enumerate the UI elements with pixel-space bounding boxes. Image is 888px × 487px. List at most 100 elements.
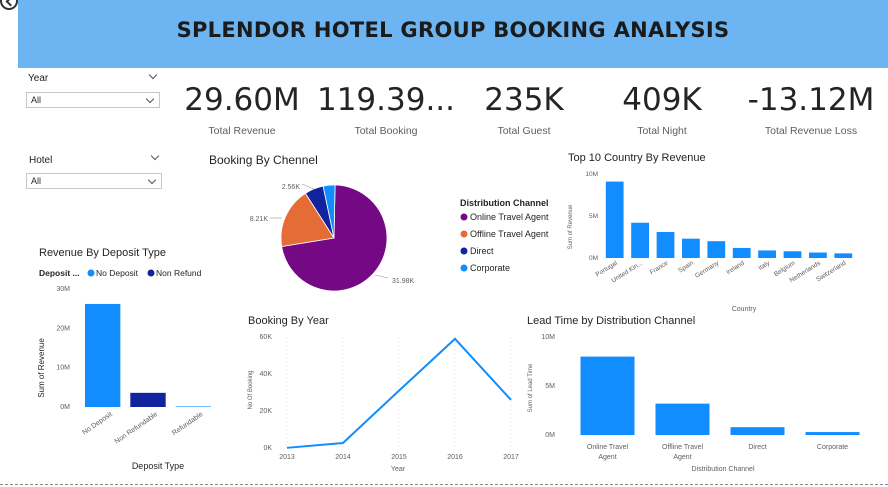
hotel-slicer-value: All — [31, 176, 42, 186]
country-xaxis-title: Country — [732, 306, 757, 313]
country-bar — [682, 238, 700, 258]
year-slicer-collapse-icon[interactable] — [148, 70, 158, 80]
deposit-bar — [84, 303, 121, 407]
pie-legend: Distribution Channel Online Travel Agent… — [460, 198, 549, 273]
hotel-slicer-dropdown[interactable]: All — [26, 173, 162, 189]
country-xtick-label: Ireland — [725, 260, 746, 277]
year-yaxis-title: No Of Booking — [248, 370, 254, 409]
year-xtick-label: 2014 — [335, 454, 351, 461]
lead-ytick-label: 0M — [545, 432, 555, 439]
lead-xtick-label: Agent — [673, 454, 691, 461]
deposit-xtick-label: Refundable — [171, 411, 204, 437]
deposit-ytick-label: 10M — [56, 365, 70, 372]
deposit-legend-item: No Deposit — [96, 268, 139, 278]
back-arrow-icon[interactable] — [0, 0, 18, 10]
legend-dot-icon — [460, 247, 468, 255]
kpi-total-revenue-loss-label: Total Revenue Loss — [764, 125, 858, 137]
country-ytick-label: 10M — [585, 171, 598, 178]
country-xtick-label: Spain — [677, 260, 695, 275]
lead-xtick-label: Online Travel — [587, 444, 629, 451]
page-bottom-divider — [0, 484, 888, 485]
kpi-total-revenue-loss-value: -13.12M — [747, 82, 875, 118]
pie-chart-booking-by-channel[interactable]: 31.98K 8.21K 2.56K — [240, 170, 440, 300]
kpi-total-revenue-value: 29.60M — [184, 82, 300, 118]
year-xtick-label: 2015 — [391, 454, 407, 461]
deposit-ytick-label: 0M — [60, 404, 70, 411]
lead-xtick-label: Corporate — [817, 444, 848, 451]
year-ytick-label: 60K — [260, 334, 273, 341]
lead-bar — [580, 356, 635, 435]
deposit-bar — [175, 406, 212, 407]
pie-slice — [322, 184, 336, 239]
year-xtick-label: 2013 — [279, 454, 295, 461]
year-slicer-value: All — [31, 95, 42, 105]
deposit-xtick-label: No Deposit — [81, 411, 113, 437]
country-bar — [631, 222, 649, 258]
page-title: SPLENDOR HOTEL GROUP BOOKING ANALYSIS — [176, 18, 730, 42]
line-chart-booking-by-year[interactable]: 0K 20K 40K 60K 2013 2014 2015 2016 2017 Year No … — [240, 328, 525, 478]
kpi-total-night-label: Total Night — [637, 125, 687, 137]
lead-xtick-label: Direct — [748, 444, 766, 451]
lead-xaxis-title: Distribution Channel — [691, 466, 754, 473]
year-slicer-dropdown[interactable]: All — [26, 92, 160, 108]
chevron-down-icon — [147, 175, 157, 185]
deposit-legend-title: Deposit ... — [39, 268, 80, 278]
lead-bar — [730, 427, 785, 435]
kpi-total-guest-label: Total Guest — [497, 125, 551, 137]
legend-dot-icon — [147, 269, 155, 277]
pie-data-label: 2.56K — [282, 184, 301, 191]
country-bar — [758, 250, 776, 258]
pie-legend-title: Distribution Channel — [460, 198, 549, 208]
country-ytick-label: 0M — [589, 255, 598, 262]
country-bar — [605, 181, 624, 258]
country-bar — [834, 253, 853, 258]
chart-title-revenue-by-deposit: Revenue By Deposit Type — [39, 247, 166, 259]
legend-dot-icon — [460, 264, 468, 272]
deposit-yaxis-title: Sum of Revenue — [37, 338, 46, 398]
chart-title-booking-by-channel: Booking By Chennel — [209, 153, 318, 167]
lead-bar — [655, 403, 710, 435]
hotel-slicer-collapse-icon[interactable] — [150, 151, 160, 161]
country-yaxis-title: Sum of Revenue — [568, 204, 574, 249]
year-ytick-label: 40K — [260, 371, 273, 378]
year-xtick-label: 2016 — [447, 454, 463, 461]
deposit-ytick-label: 20M — [56, 325, 70, 332]
country-ytick-label: 5M — [589, 213, 598, 220]
deposit-xtick-label: Non Refundable — [114, 411, 160, 446]
deposit-bar — [130, 392, 166, 407]
year-slicer-label: Year — [28, 73, 49, 84]
kpi-total-revenue-label: Total Revenue — [208, 125, 276, 137]
country-xtick-label: Italy — [757, 259, 771, 272]
hotel-slicer-label: Hotel — [29, 155, 53, 166]
pie-data-label: 31.98K — [392, 278, 415, 285]
pie-data-label: 8.21K — [250, 216, 269, 223]
country-xtick-label: France — [649, 260, 670, 277]
year-ytick-label: 20K — [260, 408, 273, 415]
chart-title-lead-time: Lead Time by Distribution Channel — [527, 315, 696, 327]
chart-title-booking-by-year: Booking By Year — [248, 315, 329, 327]
country-bar — [656, 231, 675, 258]
lead-ytick-label: 10M — [541, 334, 555, 341]
lead-ytick-label: 5M — [545, 383, 555, 390]
lead-bar — [805, 432, 860, 435]
deposit-xaxis-title: Deposit Type — [132, 461, 184, 471]
bar-chart-lead-time[interactable]: 0M 5M 10M Online Travel Agent Offline Travel A… — [520, 328, 886, 478]
kpi-total-booking-label: Total Booking — [354, 125, 418, 137]
country-bar — [783, 251, 802, 258]
legend-dot-icon — [460, 213, 468, 221]
deposit-ytick-label: 30M — [56, 286, 70, 293]
year-booking-line — [286, 337, 512, 449]
legend-dot-icon — [460, 230, 468, 238]
pie-legend-item: Offline Travel Agent — [470, 229, 549, 239]
bar-chart-revenue-by-deposit[interactable]: Deposit ... No Deposit Non Refund 0M 10M 20M… — [30, 262, 230, 477]
pie-leader-line — [301, 183, 315, 190]
header-banner — [18, 0, 888, 68]
pie-legend-item: Corporate — [470, 263, 510, 273]
country-bar — [707, 241, 726, 258]
lead-xtick-label: Offline Travel — [662, 444, 704, 451]
lead-xtick-label: Agent — [598, 454, 616, 461]
kpi-total-booking-value: 119.39... — [316, 82, 456, 118]
year-xaxis-title: Year — [391, 466, 406, 473]
chart-title-top10-country: Top 10 Country By Revenue — [568, 152, 706, 164]
